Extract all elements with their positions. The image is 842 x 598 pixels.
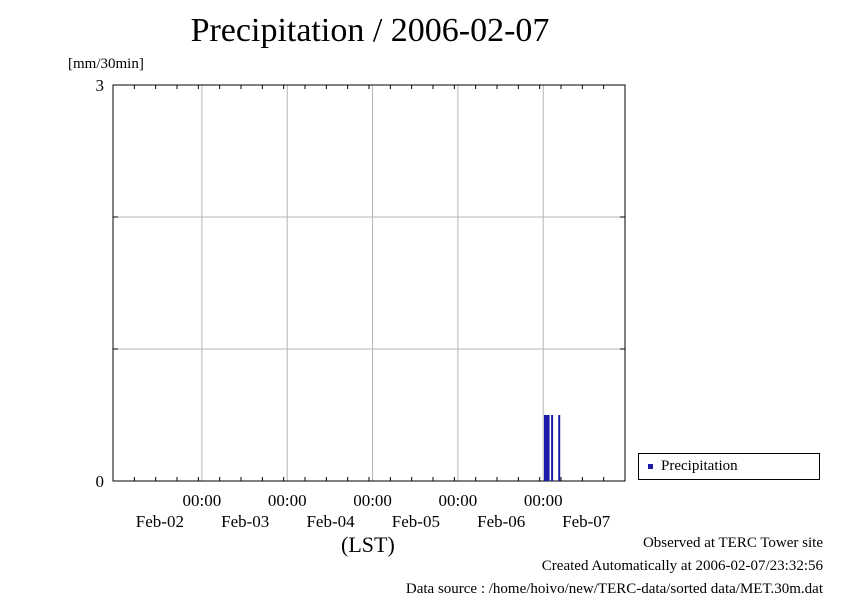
precipitation-bar — [544, 415, 546, 481]
x-tick-time-label: 00:00 — [524, 491, 563, 510]
x-axis-label: (LST) — [341, 532, 395, 557]
x-tick-date-label: Feb-05 — [392, 512, 440, 531]
x-tick-time-label: 00:00 — [183, 491, 222, 510]
precipitation-bar — [558, 415, 561, 481]
precipitation-bar — [547, 415, 550, 481]
x-tick-date-label: Feb-04 — [306, 512, 355, 531]
precipitation-bar — [545, 415, 548, 481]
y-tick-label: 0 — [96, 472, 105, 491]
legend-label: Precipitation — [661, 458, 738, 474]
x-tick-time-label: 00:00 — [268, 491, 307, 510]
legend-swatch — [648, 464, 653, 469]
chart-title: Precipitation / 2006-02-07 — [190, 12, 550, 49]
x-tick-time-label: 00:00 — [439, 491, 478, 510]
y-tick-label: 3 — [96, 76, 105, 95]
x-tick-date-label: Feb-03 — [221, 512, 269, 531]
y-axis-unit-label: [mm/30min] — [68, 56, 144, 72]
x-tick-time-label: 00:00 — [353, 491, 392, 510]
x-tick-date-label: Feb-07 — [562, 512, 611, 531]
footer-data-source: Data source : /home/hoivo/new/TERC-data/… — [405, 581, 823, 597]
footer-created-timestamp: Created Automatically at 2006-02-07/23:3… — [541, 558, 823, 574]
precipitation-bar — [551, 415, 554, 481]
chart-legend: Precipitation — [638, 453, 820, 480]
footer-observed-site: Observed at TERC Tower site — [642, 535, 823, 551]
x-tick-date-label: Feb-06 — [477, 512, 525, 531]
x-tick-date-label: Feb-02 — [136, 512, 184, 531]
